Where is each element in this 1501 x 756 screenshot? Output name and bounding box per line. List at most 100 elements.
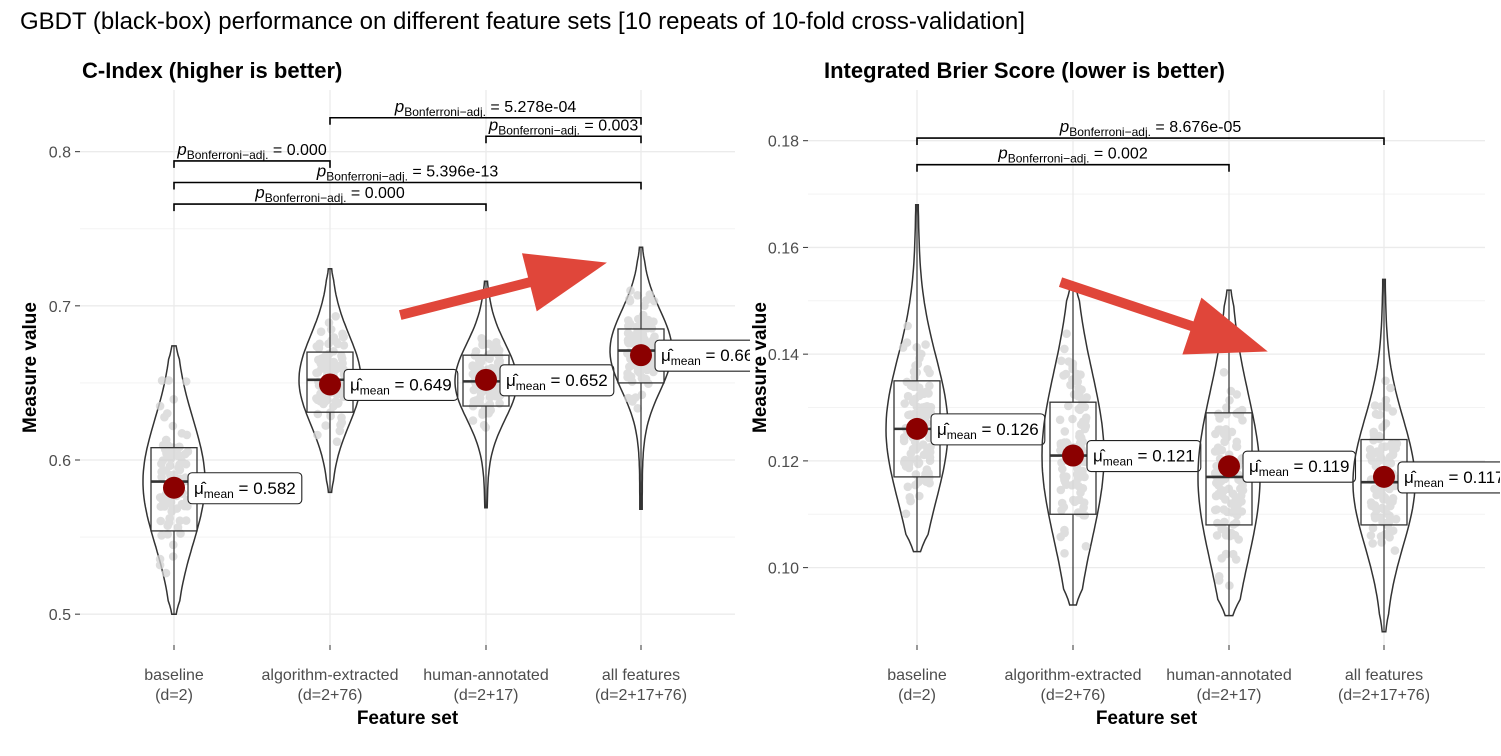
data-point [165, 461, 175, 471]
p-subscript: Bonferroni−adj. [326, 170, 408, 184]
p-symbol: p [176, 140, 186, 159]
mean-subscript: mean [1259, 465, 1289, 479]
trend-arrow [398, 253, 607, 320]
data-point [1061, 369, 1071, 379]
data-point [921, 469, 930, 479]
data-point [1075, 405, 1085, 415]
data-point [479, 420, 489, 430]
y-tick-label: 0.18 [768, 134, 799, 151]
data-point [1386, 501, 1395, 511]
p-symbol: p [254, 183, 264, 202]
data-point [1388, 441, 1397, 451]
data-point [1212, 531, 1222, 540]
data-point [642, 296, 651, 305]
panel-title: Integrated Brier Score (lower is better) [824, 58, 1225, 83]
x-tick-sublabel: (d=2+17+76) [1338, 687, 1430, 704]
mean-symbol: μ̂ [1404, 468, 1417, 487]
significance-bracket: pBonferroni−adj. = 0.000 [173, 183, 487, 212]
data-point [1374, 456, 1384, 466]
data-point [1368, 523, 1378, 533]
data-point [1219, 368, 1229, 377]
significance-bracket: pBonferroni−adj. = 0.002 [916, 144, 1230, 172]
bracket-line [173, 203, 487, 212]
data-point [1388, 449, 1398, 459]
bracket-line [916, 163, 1230, 172]
data-point [1079, 472, 1088, 481]
data-point [316, 327, 326, 337]
significance-bracket: pBonferroni−adj. = 5.278e-04 [329, 97, 642, 125]
data-point [1080, 424, 1090, 434]
data-point [914, 458, 924, 468]
data-point [918, 440, 928, 449]
violin [609, 246, 673, 511]
jitter-points [155, 376, 193, 578]
y-tick-label: 0.5 [49, 607, 71, 624]
data-point [317, 364, 326, 373]
data-point [1381, 376, 1390, 386]
mean-subscript: mean [516, 379, 546, 393]
mean-label: μ̂mean = 0.119 [1242, 450, 1357, 483]
violin [454, 280, 518, 509]
data-point [337, 413, 346, 422]
mean-subscript: mean [204, 487, 234, 501]
data-point [339, 341, 349, 350]
data-point [1213, 443, 1223, 453]
mean-symbol: μ̂ [937, 420, 950, 439]
y-tick-label: 0.10 [768, 561, 799, 578]
bracket-line [173, 160, 331, 168]
mean-symbol: μ̂ [1249, 457, 1262, 476]
data-point [1057, 356, 1066, 366]
data-point [1221, 531, 1231, 540]
data-point [168, 421, 178, 431]
brier-score-panel: 0.10 0.12 0.14 0.16 0.18 Integrated Brier Sco… [750, 0, 1501, 751]
data-point [324, 339, 333, 349]
x-tick-label: all features [1345, 667, 1423, 684]
data-point [1369, 430, 1379, 440]
mean-label-text: μ̂mean = 0.126 [937, 420, 1039, 442]
x-tick-sublabel: (d=2+17) [1197, 687, 1262, 704]
data-point [624, 321, 633, 331]
mean-value: = 0.668 [701, 346, 750, 365]
mean-label-box [187, 472, 303, 505]
bracket-label: pBonferroni−adj. = 0.000 [254, 183, 405, 205]
mean-label-text: μ̂mean = 0.117 [1404, 468, 1500, 490]
x-tick-label: human-annotated [1166, 667, 1291, 684]
data-point [478, 337, 488, 346]
data-point [902, 377, 912, 387]
data-point [163, 530, 172, 539]
data-point [1217, 476, 1226, 486]
data-point [1367, 451, 1376, 461]
mean-symbol: μ̂ [661, 346, 674, 365]
brier-score-chart: 0.10 0.12 0.14 0.16 0.18 Integrated Brier Sco… [750, 58, 1501, 729]
data-point [1057, 506, 1066, 515]
data-point [160, 466, 169, 475]
data-point [633, 366, 643, 376]
data-point [1368, 539, 1377, 548]
data-point [904, 410, 913, 420]
data-point [1220, 517, 1229, 527]
p-value: = 0.002 [1089, 146, 1147, 163]
data-point [1082, 393, 1091, 402]
x-tick-sublabel: (d=2+76) [1041, 687, 1106, 704]
data-point [898, 343, 908, 352]
data-point [1369, 502, 1379, 512]
mean-value: = 0.652 [546, 371, 608, 390]
data-point [313, 409, 323, 419]
data-point [919, 450, 929, 460]
mean-point [319, 373, 341, 396]
mean-point [1373, 465, 1395, 488]
data-point [1055, 415, 1065, 425]
data-point [923, 365, 932, 374]
data-point [1076, 433, 1086, 443]
bracket-label: pBonferroni−adj. = 8.676e-05 [1059, 117, 1242, 139]
p-subscript: Bonferroni−adj. [1008, 152, 1090, 166]
data-point [900, 399, 909, 408]
p-subscript: Bonferroni−adj. [187, 148, 269, 162]
x-tick-sublabel: (d=2+17+76) [595, 687, 687, 704]
data-point [1219, 486, 1228, 496]
bracket-line [485, 135, 642, 144]
data-point [332, 364, 342, 374]
data-point [1385, 516, 1394, 526]
data-point [161, 435, 171, 445]
data-point [908, 444, 918, 454]
